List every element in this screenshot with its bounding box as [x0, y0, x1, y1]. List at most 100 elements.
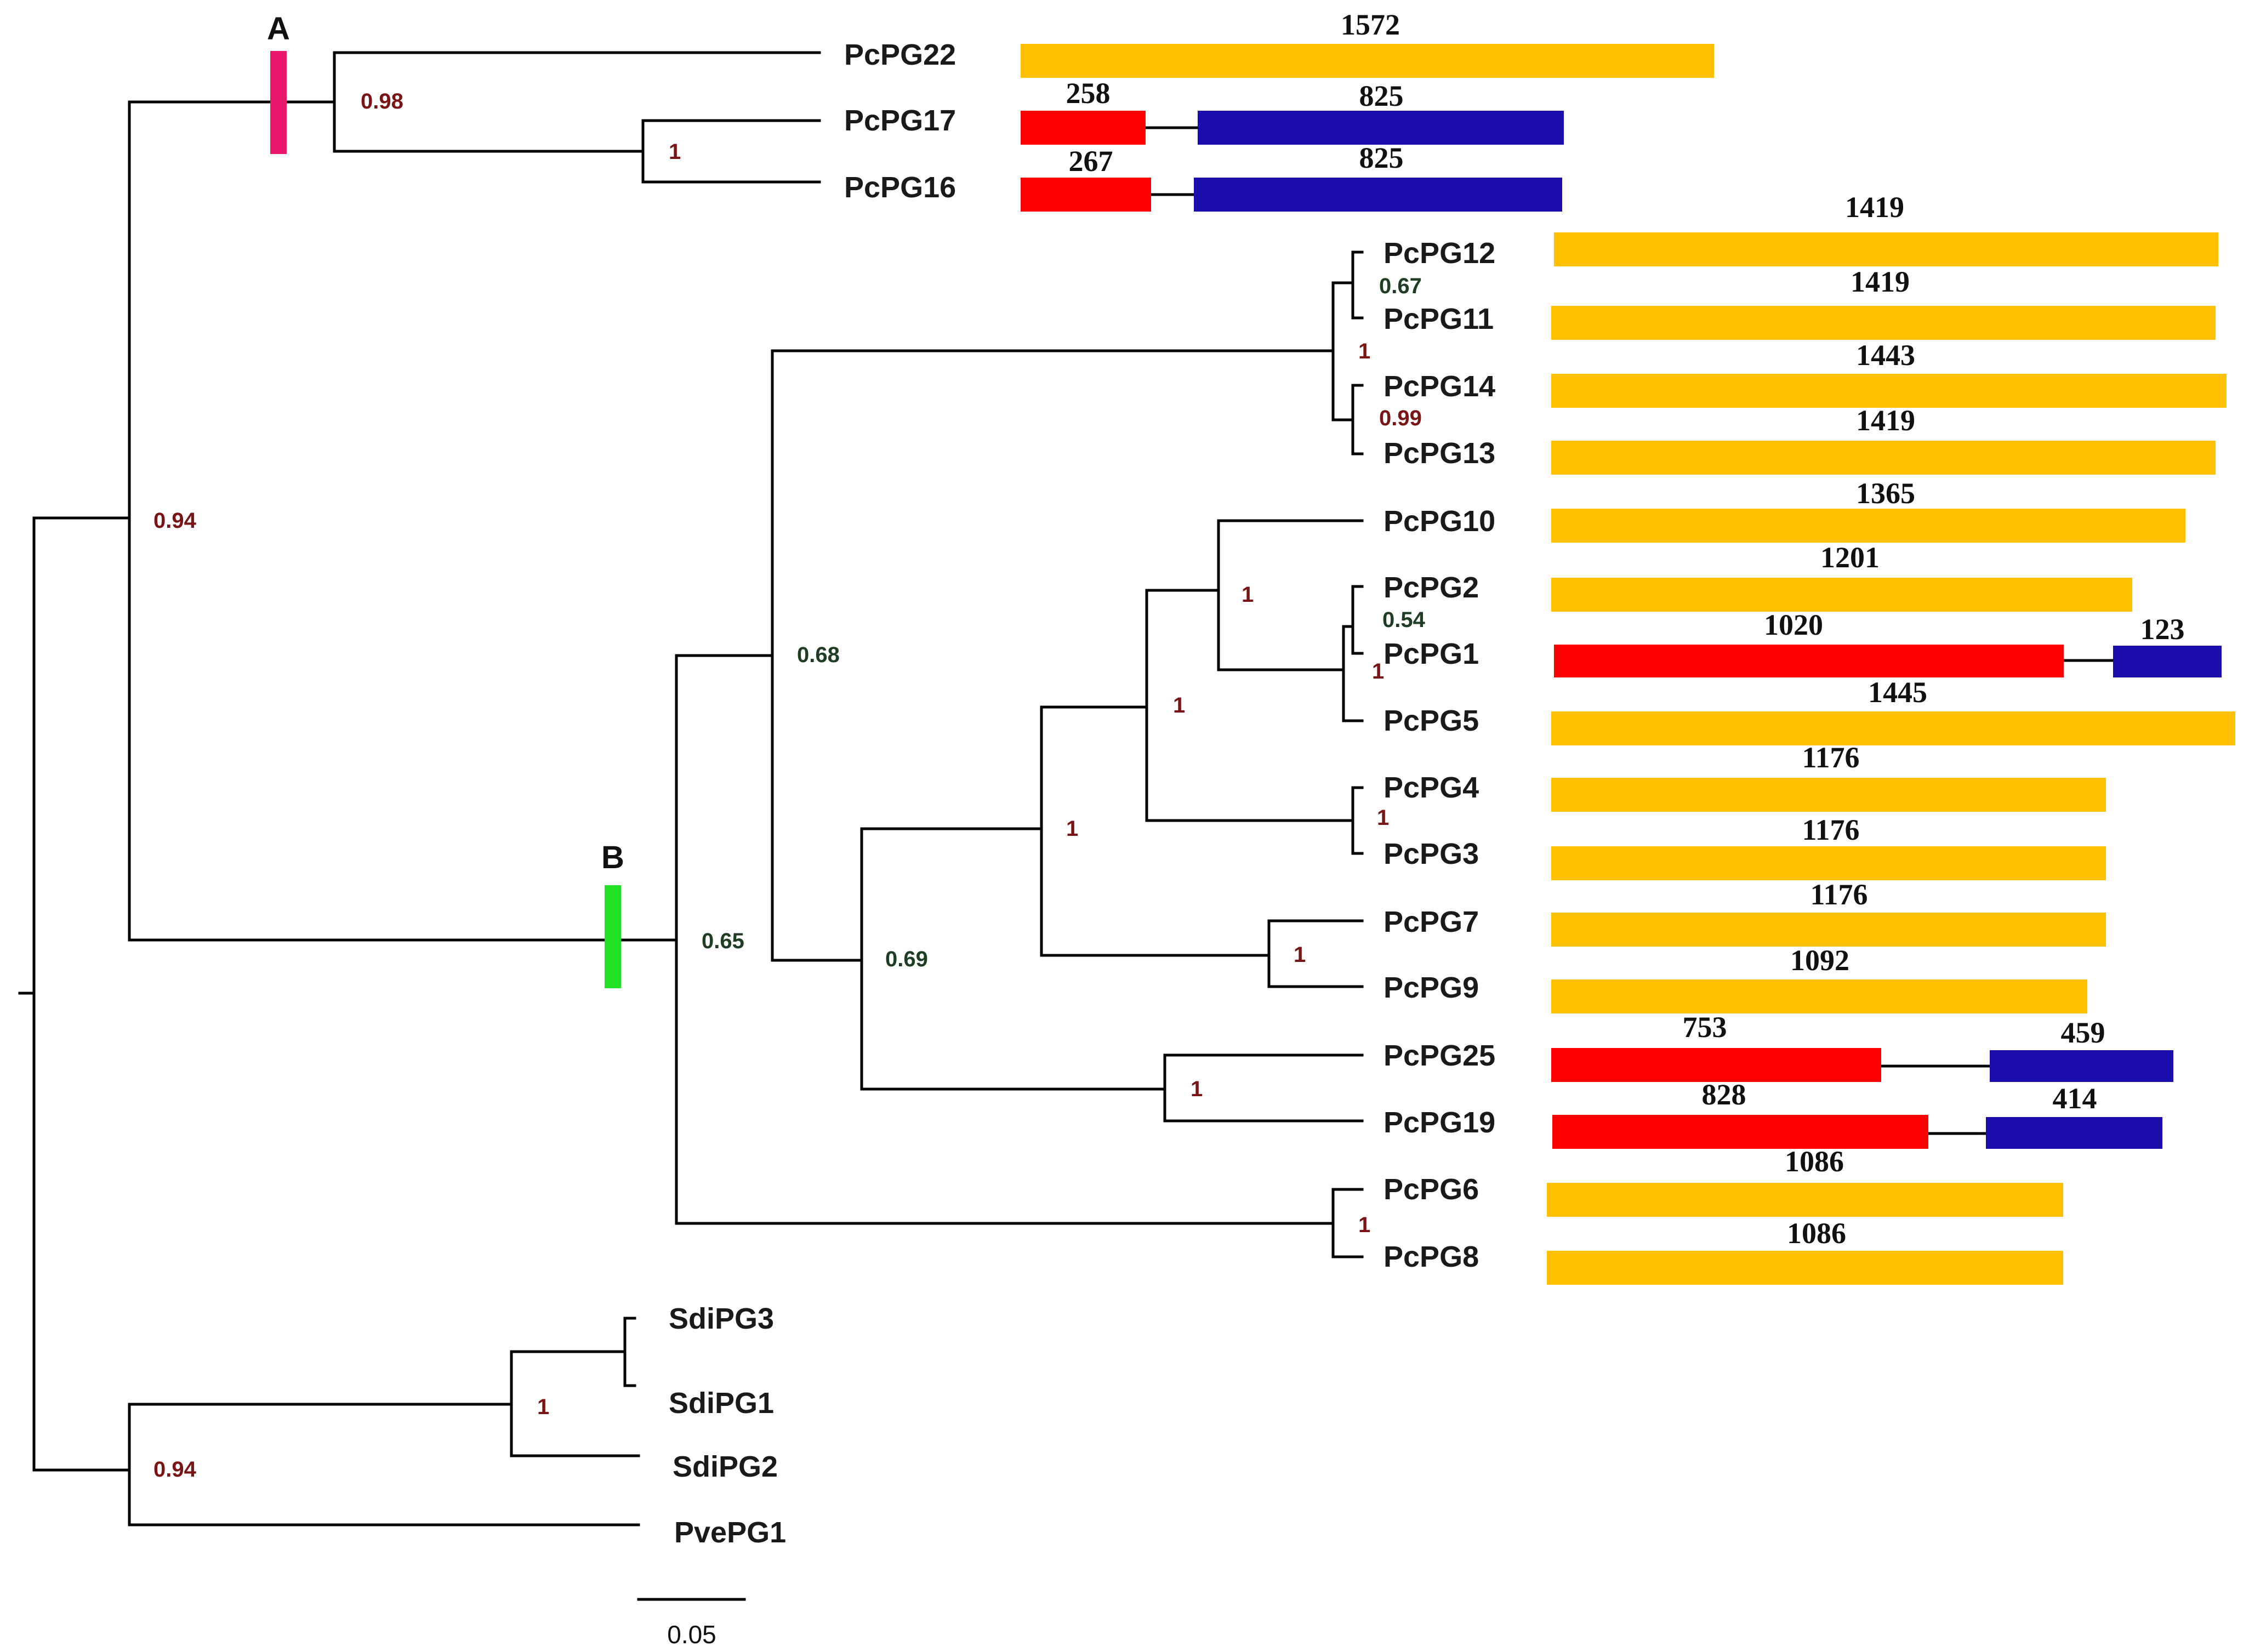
support-values: 0.94 0.98 1 0.67 1 0.99 1 0.54 1 1 1 1 1…: [153, 89, 1426, 1482]
support-value: 1: [1242, 583, 1254, 607]
support-value: 0.67: [1379, 274, 1422, 298]
domain-length: 1419: [1845, 191, 1904, 224]
domain-length: 828: [1702, 1078, 1746, 1111]
leaf-label: PcPG11: [1383, 303, 1494, 335]
leaf-labels: PcPG22 PcPG17 PcPG16 PcPG12 PcPG11 PcPG1…: [669, 38, 1495, 1549]
tree-branches: [18, 51, 1364, 1526]
support-value: 0.94: [153, 509, 197, 533]
leaf-label: SdiPG1: [669, 1387, 774, 1420]
domain-length: 1086: [1787, 1217, 1846, 1250]
domain-bar: [1547, 1183, 2063, 1217]
scale-bar: 0.05: [637, 1598, 746, 1649]
support-value: 0.99: [1379, 406, 1422, 430]
leaf-label: PcPG12: [1383, 237, 1495, 270]
support-value: 1: [1173, 693, 1185, 717]
domain-bar: [2113, 646, 2222, 677]
support-value: 1: [1066, 817, 1078, 841]
support-value: 1: [1377, 806, 1389, 830]
domain-bar: [1551, 374, 2227, 408]
support-value: 0.69: [885, 947, 928, 971]
domain-length: 825: [1359, 141, 1404, 174]
leaf-label: PvePG1: [674, 1516, 786, 1549]
support-value: 1: [1294, 943, 1306, 967]
support-value: 0.65: [702, 929, 744, 953]
support-value: 1: [1372, 659, 1384, 683]
leaf-label: PcPG13: [1383, 437, 1495, 470]
domain-length: 1419: [1851, 265, 1910, 298]
leaf-label: PcPG14: [1383, 370, 1495, 403]
leaf-label: PcPG16: [844, 171, 956, 204]
support-value: 1: [1191, 1077, 1203, 1101]
domain-bar: [1551, 846, 2106, 880]
support-value: 1: [1358, 339, 1370, 363]
leaf-label: PcPG25: [1383, 1039, 1495, 1072]
support-value: 0.68: [797, 643, 840, 667]
domain-length: 414: [2053, 1082, 2097, 1115]
leaf-label: PcPG22: [844, 38, 956, 71]
support-value: 0.54: [1382, 608, 1426, 632]
domain-length: 753: [1683, 1011, 1727, 1044]
domain-length: 459: [2061, 1016, 2105, 1049]
domain-bar: [1554, 645, 2064, 677]
support-value: 1: [1358, 1213, 1370, 1237]
domain-bar: [1551, 441, 2216, 475]
domain-length: 1419: [1856, 404, 1915, 437]
leaf-label: PcPG8: [1383, 1240, 1479, 1273]
domain-bar: [1551, 778, 2106, 812]
domain-length: 1201: [1820, 541, 1880, 574]
domain-bar: [1554, 232, 2218, 266]
leaf-label: PcPG2: [1383, 571, 1479, 604]
domain-architecture: [1021, 44, 2235, 1285]
domain-length: 1092: [1790, 944, 1849, 977]
leaf-label: PcPG10: [1383, 505, 1495, 538]
leaf-label: PcPG1: [1383, 637, 1479, 670]
clade-b-label: B: [601, 840, 624, 875]
domain-lengths: 1572 258 825 267 825 1419 1419 1443 1419…: [1066, 8, 2185, 1250]
leaf-label: PcPG9: [1383, 971, 1479, 1004]
leaf-label: PcPG4: [1383, 771, 1479, 804]
domain-bar: [1021, 44, 1714, 78]
domain-length: 1176: [1802, 813, 1859, 846]
domain-bar: [1551, 913, 2106, 947]
leaf-label: PcPG6: [1383, 1173, 1479, 1206]
domain-bar: [1552, 1115, 1928, 1149]
domain-bar: [1021, 111, 1146, 145]
support-value: 0.94: [153, 1457, 197, 1482]
support-value: 0.98: [361, 89, 403, 113]
domain-bar: [1198, 111, 1564, 145]
domain-bar: [1551, 979, 2087, 1013]
leaf-label: SdiPG2: [673, 1450, 778, 1483]
domain-bar: [1551, 578, 2132, 612]
domain-length: 1445: [1868, 676, 1927, 709]
leaf-label: PcPG17: [844, 104, 956, 137]
support-value: 1: [669, 140, 681, 164]
domain-bar: [1990, 1050, 2173, 1082]
domain-length: 1086: [1785, 1145, 1844, 1178]
domain-length: 267: [1069, 145, 1113, 178]
domain-length: 1365: [1856, 477, 1915, 510]
domain-length: 1572: [1341, 8, 1400, 41]
scale-bar-label: 0.05: [667, 1620, 716, 1649]
domain-bar: [1551, 1048, 1881, 1082]
clade-b-marker: [605, 885, 621, 988]
domain-length: 123: [2140, 613, 2185, 646]
domain-bar: [1021, 178, 1151, 212]
domain-length: 1176: [1802, 741, 1859, 774]
domain-length: 1020: [1764, 608, 1823, 641]
domain-length: 825: [1359, 79, 1404, 112]
leaf-label: PcPG5: [1383, 704, 1479, 737]
domain-bar: [1551, 711, 2235, 745]
leaf-label: PcPG3: [1383, 838, 1479, 870]
leaf-label: SdiPG3: [669, 1302, 774, 1335]
clade-a-label: A: [267, 11, 290, 47]
domain-length: 1176: [1810, 878, 1867, 911]
domain-bar: [1551, 306, 2216, 340]
leaf-label: PcPG7: [1383, 905, 1479, 938]
leaf-label: PcPG19: [1383, 1106, 1495, 1139]
domain-bar: [1551, 509, 2185, 543]
domain-length: 1443: [1856, 339, 1915, 372]
domain-bar: [1547, 1251, 2063, 1285]
domain-bar: [1194, 178, 1562, 212]
support-value: 1: [537, 1395, 549, 1419]
